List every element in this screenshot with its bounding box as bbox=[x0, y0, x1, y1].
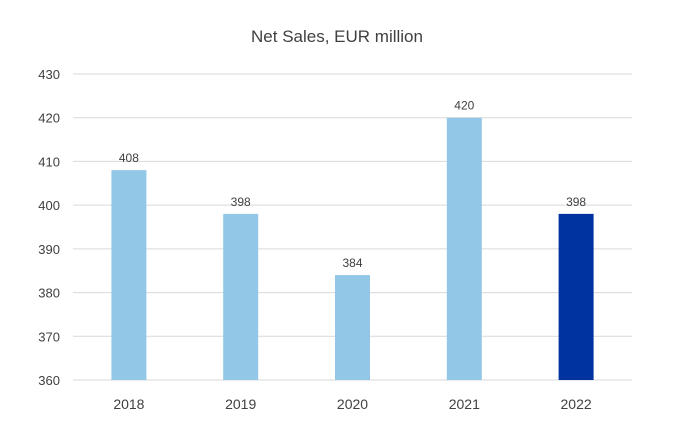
y-tick-label: 370 bbox=[38, 329, 60, 344]
data-label: 398 bbox=[231, 195, 251, 209]
data-labels: 408 398 384 420 398 bbox=[119, 99, 587, 270]
y-axis-ticks: 360 370 380 390 400 410 420 430 bbox=[38, 67, 60, 388]
bar-2019 bbox=[223, 213, 259, 380]
y-tick-label: 390 bbox=[38, 242, 60, 257]
data-label: 398 bbox=[566, 195, 586, 209]
y-tick-label: 380 bbox=[38, 286, 60, 301]
x-axis-ticks: 2018 2019 2020 2021 2022 bbox=[113, 396, 592, 412]
x-tick-label: 2018 bbox=[113, 396, 144, 412]
y-tick-label: 400 bbox=[38, 198, 60, 213]
y-tick-label: 420 bbox=[38, 111, 60, 126]
bar-2020 bbox=[335, 275, 370, 380]
y-tick-label: 430 bbox=[38, 67, 60, 82]
data-label: 408 bbox=[119, 151, 139, 165]
x-tick-label: 2021 bbox=[449, 396, 480, 412]
bar-2018 bbox=[111, 170, 147, 380]
chart-title: Net Sales, EUR million bbox=[251, 27, 423, 46]
x-tick-label: 2020 bbox=[337, 396, 368, 412]
x-tick-label: 2019 bbox=[225, 396, 256, 412]
bar-2022 bbox=[558, 213, 594, 380]
x-tick-label: 2022 bbox=[561, 396, 592, 412]
bars bbox=[111, 117, 594, 380]
y-tick-label: 410 bbox=[38, 154, 60, 169]
bar-2021 bbox=[446, 117, 482, 380]
data-label: 384 bbox=[342, 256, 362, 270]
y-tick-label: 360 bbox=[38, 373, 60, 388]
data-label: 420 bbox=[454, 99, 474, 113]
